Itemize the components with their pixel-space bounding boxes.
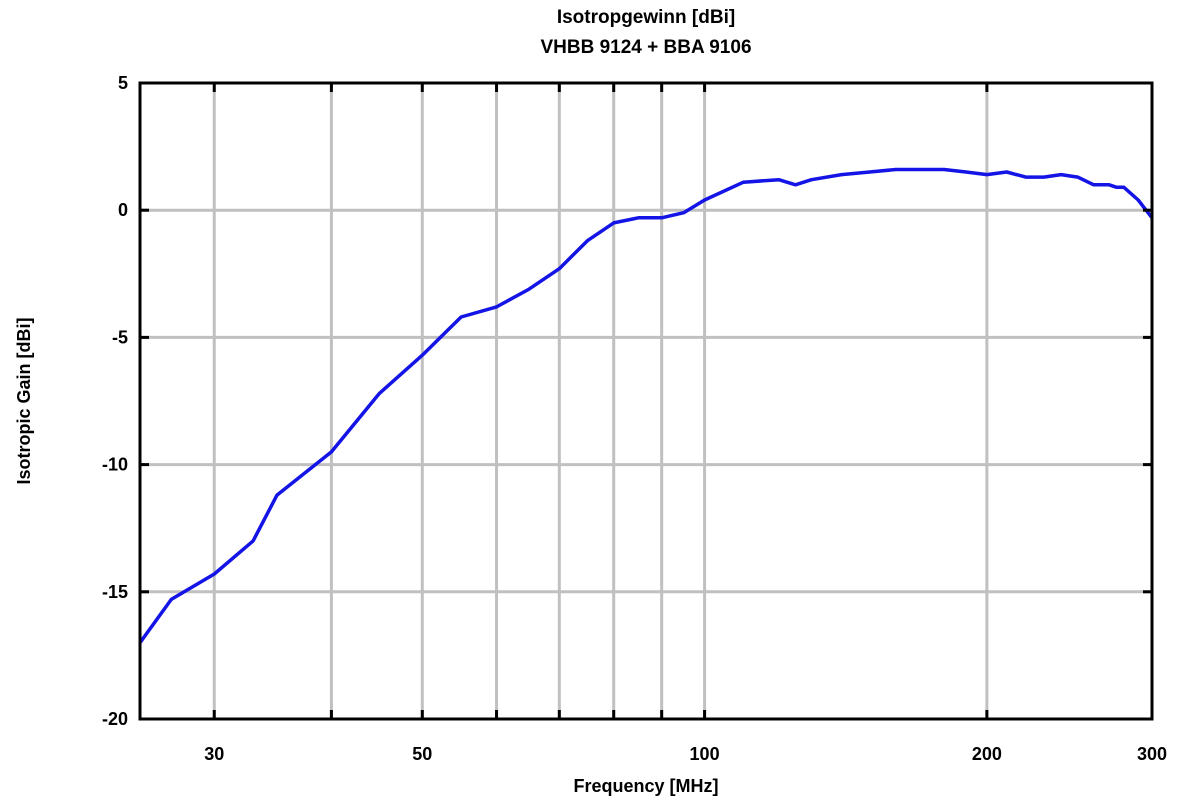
y-tick-label: 0: [118, 200, 128, 220]
chart-title: Isotropgewinn [dBi]: [557, 7, 735, 28]
tick-marks: [140, 81, 1152, 721]
x-tick-label: 50: [412, 744, 432, 764]
y-tick-label: -5: [112, 327, 128, 347]
grid-lines: [140, 81, 1152, 721]
plot-frame: [138, 81, 1154, 721]
y-tick-label: -20: [102, 709, 128, 729]
x-tick-label: 200: [972, 744, 1002, 764]
series-line-group: [138, 167, 1154, 644]
y-tick-label: 5: [118, 73, 128, 93]
x-axis-label: Frequency [MHz]: [573, 776, 718, 796]
y-axis-label: Isotropic Gain [dBi]: [14, 317, 34, 484]
x-tick-label: 30: [204, 744, 224, 764]
x-tick-label: 300: [1137, 744, 1167, 764]
series-line: [138, 167, 1154, 644]
y-tick-label: -15: [102, 582, 128, 602]
tick-labels: -20 -15 -10 -5 0 5 30 50 100 200 300: [102, 73, 1167, 764]
y-tick-label: -10: [102, 455, 128, 475]
x-tick-label: 100: [690, 744, 720, 764]
chart-subtitle: VHBB 9124 + BBA 9106: [540, 37, 751, 58]
